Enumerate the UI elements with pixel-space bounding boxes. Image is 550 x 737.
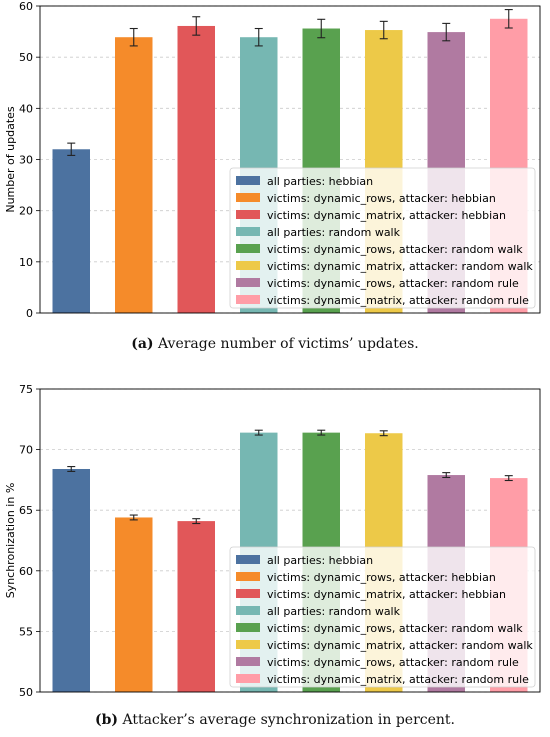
chart-b: 50 55 60 65 70 75 Synchronization in % all part… [4, 383, 541, 699]
legend-entry: all parties: hebbian [267, 554, 373, 567]
y-tick-label: 40 [19, 102, 33, 115]
legend-swatch [236, 589, 260, 598]
plot-frame [39, 388, 541, 693]
legend-swatch [236, 278, 260, 287]
caption-b-text: Attacker’s average synchronization in pe… [122, 712, 456, 728]
bar [115, 517, 153, 692]
legend-swatch [236, 295, 260, 304]
y-tick-label: 10 [19, 256, 33, 269]
y-tick-label: 65 [19, 504, 33, 517]
legend-entry: all parties: random walk [267, 605, 401, 618]
legend-entry: all parties: random walk [267, 226, 401, 239]
y-axis-label: Synchronization in % [4, 483, 17, 599]
legend-swatch [236, 227, 260, 236]
legend-swatch [236, 244, 260, 253]
y-tick-label: 0 [26, 307, 33, 320]
legend-swatch [236, 640, 260, 649]
caption-b: (b) Attacker’s average synchronization i… [0, 712, 550, 728]
legend-entry: all parties: hebbian [267, 175, 373, 188]
y-tick-label: 60 [19, 565, 33, 578]
legend-entry: victims: dynamic_matrix, attacker: rando… [267, 673, 529, 686]
caption-a: (a) Average number of victims’ updates. [0, 336, 550, 352]
y-axis-label: Number of updates [4, 106, 17, 213]
legend-entry: victims: dynamic_rows, attacker: hebbian [267, 571, 496, 584]
legend-entry: victims: dynamic_rows, attacker: random … [267, 277, 519, 290]
y-tick-label: 20 [19, 205, 33, 218]
legend-entry: victims: dynamic_rows, attacker: random … [267, 656, 519, 669]
legend-entry: victims: dynamic_rows, attacker: random … [267, 243, 523, 256]
y-tick-label: 60 [19, 0, 33, 13]
legend-entry: victims: dynamic_rows, attacker: hebbian [267, 192, 496, 205]
caption-b-tag: (b) [94, 712, 119, 728]
plot-frame [39, 5, 541, 314]
bar [52, 149, 90, 313]
legend-entry: victims: dynamic_rows, attacker: random … [267, 622, 523, 635]
legend-box [229, 546, 536, 688]
legend-swatch [236, 674, 260, 683]
legend-swatch [236, 261, 260, 270]
legend-entry: victims: dynamic_matrix, attacker: rando… [267, 294, 529, 307]
legend-entry: victims: dynamic_matrix, attacker: rando… [267, 639, 533, 652]
caption-a-text: Average number of victims’ updates. [158, 336, 419, 352]
legend-entry: victims: dynamic_matrix, attacker: hebbi… [267, 209, 506, 222]
legend-swatch [236, 623, 260, 632]
y-tick-label: 50 [19, 51, 33, 64]
chart-a: 0 10 20 30 40 50 60 Number of updates all partie… [4, 0, 541, 320]
caption-a-tag: (a) [131, 336, 154, 352]
y-tick-label: 50 [19, 686, 33, 699]
y-tick-label: 75 [19, 383, 33, 396]
bar [177, 521, 215, 692]
bar [115, 37, 153, 313]
legend-swatch [236, 606, 260, 615]
legend-swatch [236, 210, 260, 219]
y-tick-label: 55 [19, 625, 33, 638]
legend-entry: victims: dynamic_matrix, attacker: rando… [267, 260, 533, 273]
legend-entry: victims: dynamic_matrix, attacker: hebbi… [267, 588, 506, 601]
legend-swatch [236, 572, 260, 581]
legend-swatch [236, 657, 260, 666]
legend-swatch [236, 555, 260, 564]
legend-box [229, 167, 536, 309]
legend-swatch [236, 176, 260, 185]
bar [177, 25, 215, 314]
y-tick-label: 70 [19, 444, 33, 457]
y-tick-label: 30 [19, 154, 33, 167]
legend-swatch [236, 193, 260, 202]
bar [52, 468, 90, 692]
